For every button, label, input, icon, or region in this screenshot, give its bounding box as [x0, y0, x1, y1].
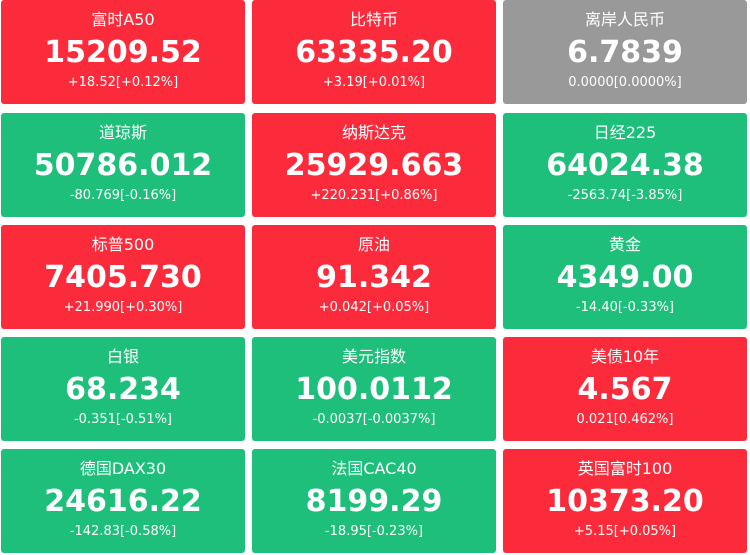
- market-tile[interactable]: 比特币 63335.20 +3.19[+0.01%]: [252, 0, 496, 104]
- tile-price: 4349.00: [556, 260, 694, 295]
- tile-name: 法国CAC40: [331, 459, 417, 478]
- tile-price: 64024.38: [546, 148, 704, 183]
- tile-price: 15209.52: [44, 35, 202, 70]
- tile-change: -14.40[-0.33%]: [575, 300, 675, 315]
- tile-change: +5.15[+0.05%]: [573, 524, 677, 539]
- tile-price: 24616.22: [44, 484, 202, 519]
- market-tile[interactable]: 离岸人民币 6.7839 0.0000[0.0000%]: [503, 0, 747, 104]
- tile-price: 8199.29: [305, 484, 443, 519]
- market-tile[interactable]: 标普500 7405.730 +21.990[+0.30%]: [1, 225, 245, 329]
- tile-name: 标普500: [91, 235, 155, 254]
- tile-price: 25929.663: [284, 148, 464, 183]
- market-tile[interactable]: 美元指数 100.0112 -0.0037[-0.0037%]: [252, 337, 496, 441]
- tile-price: 91.342: [316, 260, 432, 295]
- tile-change: +3.19[+0.01%]: [322, 75, 426, 90]
- tile-change: +18.52[+0.12%]: [67, 75, 179, 90]
- tile-change: -0.0037[-0.0037%]: [312, 412, 436, 427]
- market-tile[interactable]: 原油 91.342 +0.042[+0.05%]: [252, 225, 496, 329]
- tile-change: -2563.74[-3.85%]: [567, 188, 683, 203]
- tile-change: -0.351[-0.51%]: [73, 412, 173, 427]
- tile-name: 比特币: [349, 10, 398, 29]
- tile-name: 原油: [357, 235, 390, 254]
- tile-price: 50786.012: [33, 148, 213, 183]
- tile-price: 10373.20: [546, 484, 704, 519]
- tile-name: 富时A50: [91, 10, 155, 29]
- tile-price: 7405.730: [44, 260, 202, 295]
- tile-price: 6.7839: [567, 35, 683, 70]
- tile-change: -80.769[-0.16%]: [69, 188, 177, 203]
- tile-name: 离岸人民币: [584, 10, 665, 29]
- market-tile[interactable]: 白银 68.234 -0.351[-0.51%]: [1, 337, 245, 441]
- tile-name: 日经225: [593, 123, 657, 142]
- market-tile[interactable]: 纳斯达克 25929.663 +220.231[+0.86%]: [252, 113, 496, 217]
- tile-name: 白银: [106, 347, 139, 366]
- tile-change: +21.990[+0.30%]: [63, 300, 183, 315]
- market-tile[interactable]: 美债10年 4.567 0.021[0.462%]: [503, 337, 747, 441]
- tile-change: -142.83[-0.58%]: [69, 524, 177, 539]
- tile-price: 63335.20: [295, 35, 453, 70]
- tile-name: 纳斯达克: [341, 123, 406, 142]
- tile-price: 100.0112: [295, 372, 453, 407]
- market-tile[interactable]: 日经225 64024.38 -2563.74[-3.85%]: [503, 113, 747, 217]
- tile-name: 英国富时100: [577, 459, 673, 478]
- tile-name: 德国DAX30: [79, 459, 167, 478]
- tile-change: +220.231[+0.86%]: [310, 188, 438, 203]
- market-tile[interactable]: 黄金 4349.00 -14.40[-0.33%]: [503, 225, 747, 329]
- tile-change: -18.95[-0.23%]: [324, 524, 424, 539]
- tile-change: 0.021[0.462%]: [576, 412, 674, 427]
- market-tile[interactable]: 英国富时100 10373.20 +5.15[+0.05%]: [503, 449, 747, 553]
- tile-price: 4.567: [577, 372, 673, 407]
- tile-change: 0.0000[0.0000%]: [568, 75, 682, 90]
- tile-change: +0.042[+0.05%]: [318, 300, 430, 315]
- market-tile[interactable]: 富时A50 15209.52 +18.52[+0.12%]: [1, 0, 245, 104]
- market-tile[interactable]: 法国CAC40 8199.29 -18.95[-0.23%]: [252, 449, 496, 553]
- tile-name: 美债10年: [590, 347, 660, 366]
- market-tile[interactable]: 德国DAX30 24616.22 -142.83[-0.58%]: [1, 449, 245, 553]
- tile-name: 道琼斯: [98, 123, 147, 142]
- tile-name: 黄金: [608, 235, 641, 254]
- tile-name: 美元指数: [341, 347, 406, 366]
- tile-price: 68.234: [65, 372, 181, 407]
- market-tile[interactable]: 道琼斯 50786.012 -80.769[-0.16%]: [1, 113, 245, 217]
